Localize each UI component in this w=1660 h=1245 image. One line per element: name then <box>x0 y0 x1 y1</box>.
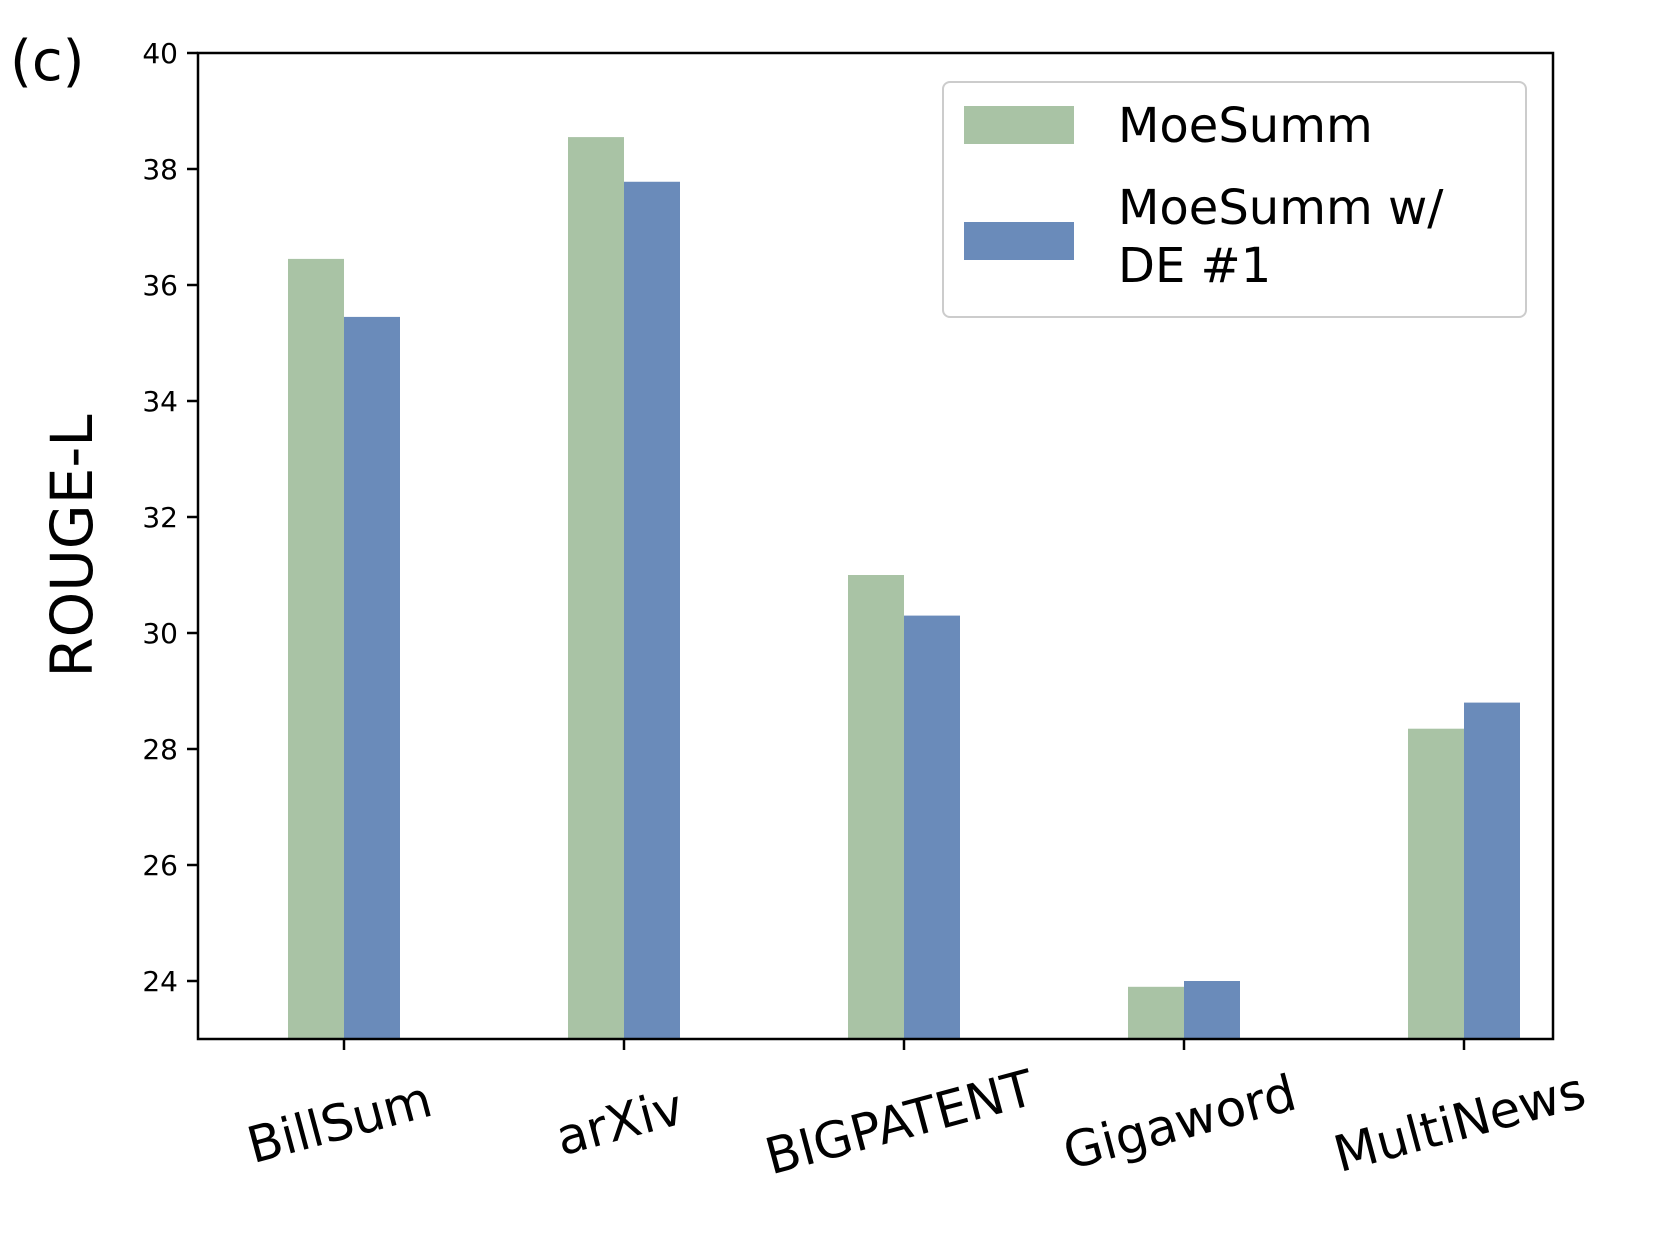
bar-moesumm-de1-arxiv <box>624 181 680 1039</box>
legend-swatch-moesumm-de1 <box>964 222 1074 260</box>
legend: MoeSumm MoeSumm w/DE #1 <box>942 81 1527 318</box>
y-axis: 24 26 28 30 32 34 36 38 40 <box>142 37 198 998</box>
y-axis-label: ROUGE-L <box>38 414 106 677</box>
y-tick-label: 34 <box>142 385 178 418</box>
x-tick-label-bigpatent: BIGPATENT <box>759 1059 1040 1186</box>
y-tick-label: 40 <box>142 37 178 70</box>
legend-label-line: MoeSumm w/ <box>1118 180 1444 236</box>
bar-moesumm-multinews <box>1408 728 1464 1039</box>
bar-moesumm-billsum <box>288 258 344 1039</box>
bar-moesumm-de1-multinews <box>1464 702 1520 1039</box>
y-tick-label: 30 <box>142 617 178 650</box>
x-tick-label-multinews: MultiNews <box>1328 1061 1592 1184</box>
x-tick-label-gigaword: Gigaword <box>1057 1064 1302 1182</box>
bar-moesumm-arxiv <box>568 137 624 1040</box>
bar-moesumm-de1-bigpatent <box>904 615 960 1039</box>
legend-swatch-moesumm <box>964 106 1074 144</box>
bar-moesumm-de1-billsum <box>344 316 400 1039</box>
bar-moesumm-de1-gigaword <box>1184 981 1240 1039</box>
bar-moesumm-bigpatent <box>848 575 904 1039</box>
legend-label-line: DE #1 <box>1118 238 1271 294</box>
bars-group <box>288 137 1520 1040</box>
y-tick-label: 38 <box>142 153 178 186</box>
y-tick-label: 28 <box>142 733 178 766</box>
y-tick-label: 24 <box>142 965 178 998</box>
x-tick-label-billsum: BillSum <box>241 1070 438 1175</box>
y-tick-label: 26 <box>142 849 178 882</box>
legend-label-moesumm-de1: MoeSumm w/DE #1 <box>1118 180 1444 294</box>
x-axis: BillSum arXiv BIGPATENT Gigaword MultiNews <box>241 1039 1591 1186</box>
legend-label-moesumm: MoeSumm <box>1118 98 1373 154</box>
panel-label: (c) <box>10 29 84 94</box>
y-tick-label: 32 <box>142 501 178 534</box>
plot-frame <box>196 51 1555 1041</box>
y-tick-label: 36 <box>142 269 178 302</box>
bar-moesumm-gigaword <box>1128 986 1184 1039</box>
x-tick-label-arxiv: arXiv <box>550 1078 690 1167</box>
legend-frame <box>942 81 1527 318</box>
